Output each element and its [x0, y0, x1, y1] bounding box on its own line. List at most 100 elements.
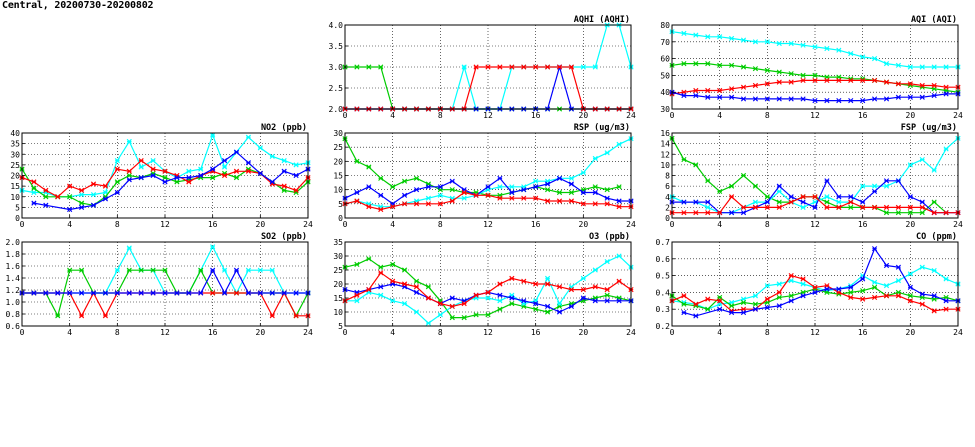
data-point	[401, 201, 408, 207]
y-tick-label: 10	[333, 308, 343, 317]
data-point	[907, 81, 913, 87]
x-tick-label: 4	[717, 220, 722, 229]
data-point	[764, 296, 770, 302]
data-point	[533, 281, 539, 287]
data-point	[895, 94, 902, 100]
x-tick-label: 12	[160, 220, 170, 229]
data-point	[378, 64, 384, 70]
x-tick-label: 16	[208, 328, 218, 337]
data-point	[67, 206, 73, 213]
data-point	[401, 301, 408, 307]
data-point	[114, 179, 120, 185]
data-point	[366, 64, 372, 70]
y-tick-label: 20	[333, 157, 343, 166]
y-tick-label: 5	[338, 200, 343, 209]
y-tick-label: 25	[10, 161, 20, 170]
data-point	[883, 283, 890, 289]
data-point	[126, 267, 132, 273]
x-tick-label: 8	[115, 328, 120, 337]
series-0	[342, 256, 634, 321]
chart-title: O3 (ppb)	[589, 232, 630, 242]
data-point	[800, 204, 806, 210]
chart-title: CO (ppm)	[916, 232, 957, 242]
data-point	[728, 183, 735, 189]
data-point	[509, 189, 515, 196]
data-point	[425, 320, 432, 326]
data-point	[812, 98, 818, 104]
data-point	[485, 295, 491, 301]
data-point	[788, 293, 794, 299]
data-point	[800, 281, 806, 287]
data-point	[883, 96, 890, 102]
chart-title: SO2 (ppb)	[261, 232, 307, 242]
data-point	[812, 44, 818, 50]
x-tick-label: 20	[579, 328, 589, 337]
data-point	[728, 303, 735, 309]
data-point	[186, 168, 192, 174]
data-point	[233, 175, 240, 181]
data-point	[800, 42, 806, 48]
y-tick-label: 12	[660, 150, 670, 159]
data-point	[681, 156, 687, 163]
data-point	[354, 292, 360, 298]
y-tick-label: 6	[665, 182, 670, 191]
data-point	[705, 296, 711, 302]
x-tick-label: 24	[953, 328, 963, 337]
data-point	[114, 166, 120, 172]
data-point	[943, 210, 949, 216]
data-point	[592, 267, 598, 273]
data-point	[544, 281, 551, 287]
data-point	[616, 278, 622, 284]
x-tick-label: 24	[626, 328, 636, 337]
data-point	[378, 284, 384, 290]
data-point	[717, 188, 723, 195]
y-tick-label: 4.0	[329, 21, 344, 30]
data-point	[378, 206, 384, 213]
y-tick-label: 10	[333, 186, 343, 195]
data-point	[568, 64, 575, 70]
data-point	[497, 184, 503, 190]
data-point	[800, 276, 806, 282]
data-point	[31, 189, 37, 196]
data-point	[449, 295, 455, 301]
data-point	[174, 179, 180, 185]
data-point	[919, 264, 925, 270]
data-point	[776, 303, 782, 309]
data-point	[150, 267, 156, 273]
data-point	[556, 301, 563, 307]
series-2	[342, 175, 634, 207]
data-point	[693, 301, 699, 307]
data-point	[895, 62, 902, 68]
data-point	[740, 309, 747, 316]
data-point	[943, 146, 949, 152]
data-point	[90, 202, 97, 208]
data-point	[509, 195, 515, 201]
data-point	[860, 199, 866, 205]
series-line	[33, 151, 309, 211]
data-point	[871, 188, 878, 195]
series-1	[669, 61, 961, 95]
data-point	[705, 87, 711, 94]
data-point	[717, 210, 723, 216]
data-point	[812, 204, 818, 210]
y-tick-label: 50	[660, 71, 670, 80]
x-tick-label: 24	[626, 111, 636, 120]
data-point	[871, 279, 878, 285]
chart-co: CO (ppm) 0 4 8 12 16 20 24 0.2 0.3 0.4 0.5 0.6 0.7	[656, 232, 963, 337]
y-tick-label: 1.4	[6, 274, 21, 283]
data-point	[788, 278, 794, 284]
data-point	[533, 64, 539, 70]
data-point	[55, 290, 61, 296]
data-point	[604, 287, 610, 293]
data-point	[705, 61, 711, 67]
data-point	[604, 259, 610, 265]
data-point	[728, 194, 735, 200]
data-point	[198, 172, 204, 179]
data-point	[788, 71, 794, 77]
data-point	[788, 40, 794, 47]
data-point	[390, 278, 396, 284]
data-point	[592, 298, 598, 304]
data-point	[281, 158, 287, 164]
y-tick-label: 15	[333, 294, 343, 303]
data-point	[860, 276, 866, 282]
